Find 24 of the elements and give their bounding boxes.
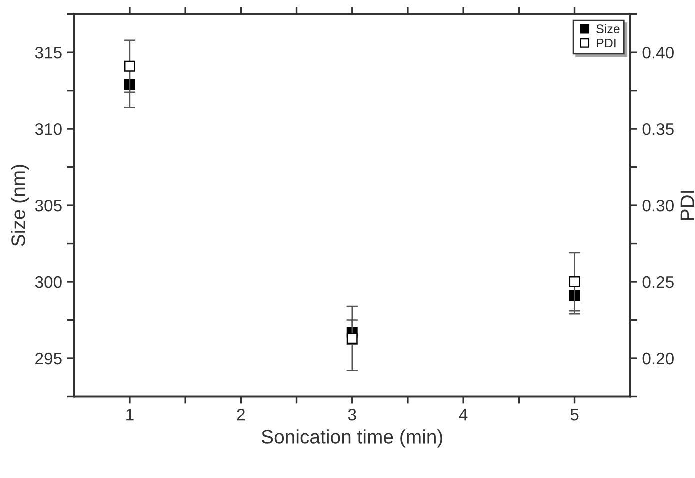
y2-tick-label: 0.30: [642, 200, 674, 212]
y-tick-label: 315: [35, 46, 62, 59]
x-tick-label: 1: [126, 409, 134, 421]
y2-tick-label: 0.40: [642, 46, 674, 59]
y2-tick-label: 0.35: [642, 123, 674, 136]
y2-tick-label: 0.20: [642, 352, 674, 365]
y-tick-label: 305: [35, 200, 62, 212]
x-tick-label: 4: [459, 409, 468, 421]
legend-label: Size: [596, 24, 620, 34]
x-tick-label: 2: [237, 408, 245, 421]
x-tick-label: 5: [570, 409, 579, 421]
y-tick-label: 295: [36, 352, 62, 365]
point: [124, 60, 136, 72]
y-tick-label: 310: [35, 123, 62, 136]
y2-tick-label: 0.25: [642, 276, 674, 288]
y2-axis-title: PDI: [680, 191, 694, 220]
point: [569, 276, 580, 288]
point: [346, 333, 358, 344]
legend-label: PDI: [597, 38, 616, 48]
point: [124, 79, 136, 90]
y-tick-label: 300: [35, 276, 62, 288]
y-axis-title: Size (nm): [11, 165, 30, 246]
x-axis-title: Sonication time (min): [262, 430, 442, 448]
x-tick-label: 3: [348, 408, 356, 421]
